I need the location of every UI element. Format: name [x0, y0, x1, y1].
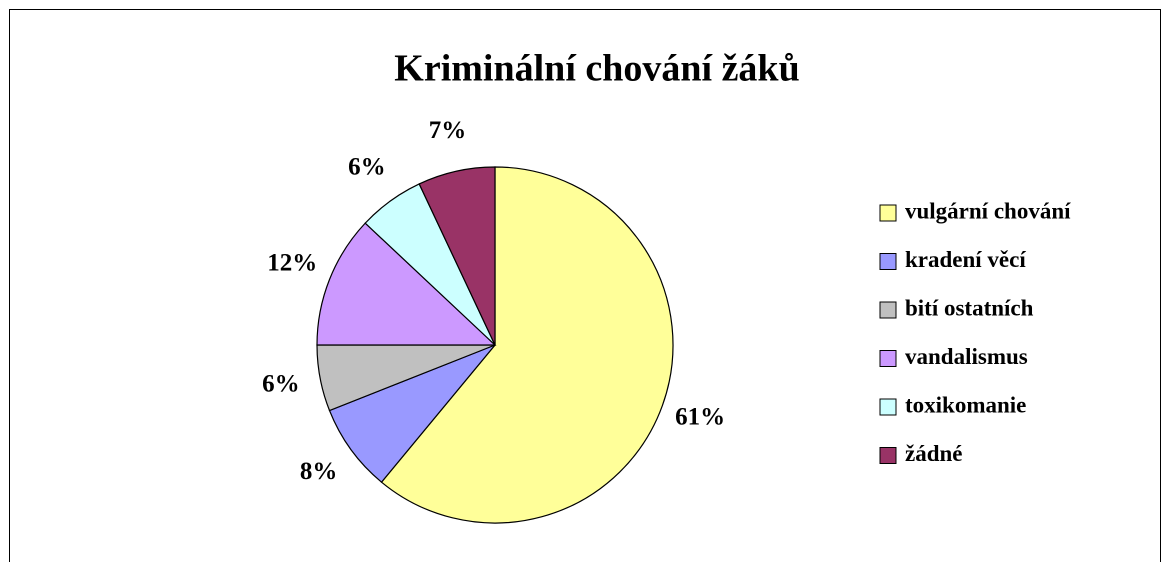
- data-label: 61%: [675, 404, 725, 431]
- legend-swatch: [879, 301, 897, 319]
- legend-label: kradení věcí: [905, 247, 1026, 272]
- legend-swatch: [879, 204, 897, 222]
- legend-label: toxikomanie: [905, 392, 1026, 417]
- legend-swatch: [879, 253, 897, 270]
- pie-slice: [328, 344, 496, 483]
- legend-label: bití ostatních: [905, 295, 1034, 320]
- legend-swatch: [879, 447, 897, 464]
- chart-title: Kriminální chování žáků: [394, 48, 799, 90]
- legend-swatch: [879, 398, 897, 416]
- data-label: 6%: [262, 371, 300, 398]
- data-label: 6%: [348, 153, 386, 180]
- data-label: 12%: [267, 249, 317, 276]
- pie-slice: [316, 222, 497, 346]
- legend-swatch: [879, 350, 897, 367]
- legend-label: žádné: [905, 441, 963, 466]
- pie-slice: [380, 166, 674, 524]
- chart-frame: [9, 9, 1161, 562]
- legend-label: vulgární chování: [905, 198, 1071, 223]
- data-label: 7%: [429, 117, 467, 144]
- data-label: 8%: [300, 458, 338, 485]
- pie-slice: [418, 166, 496, 346]
- legend-label: vandalismus: [905, 344, 1028, 369]
